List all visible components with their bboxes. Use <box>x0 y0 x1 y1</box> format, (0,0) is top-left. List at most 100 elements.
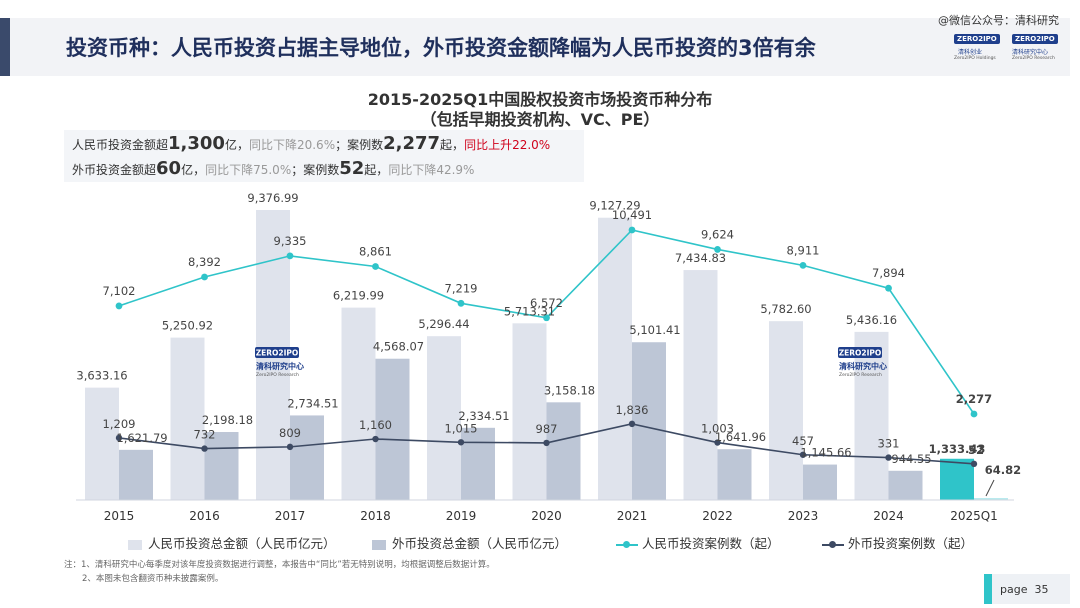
point-fx-cases <box>201 445 208 452</box>
point-rmb-cases <box>970 410 978 418</box>
label-rmb-cases: 8,861 <box>359 245 392 259</box>
bar-fx-amount <box>717 449 752 500</box>
summary-rmb-cases-unit: 起， <box>440 138 465 152</box>
logo-right-en: Zero2IPO Research <box>1012 56 1055 61</box>
label-fx-amount: 64.82 <box>985 463 1021 477</box>
point-fx-cases <box>372 435 379 443</box>
label-fx-cases: 732 <box>194 428 216 442</box>
label-fx-cases: 1,836 <box>616 403 649 417</box>
chart-legend: 人民币投资总金额（人民币亿元） 外币投资总金额（人民币亿元） 人民币投资案例数（… <box>128 533 1008 553</box>
bar-fx-amount <box>290 415 324 500</box>
point-fx-cases <box>543 439 550 447</box>
watermark-en: Zero2IPO Research <box>256 372 299 378</box>
summary-fx-yoy-cases: 同比下降42.9% <box>388 163 475 177</box>
label-rmb-amount: 3,633.16 <box>76 369 127 383</box>
x-tick-label: 2018 <box>360 509 391 523</box>
summary-rmb: 人民币投资金额超1,300亿，同比下降20.6%；案例数2,277起，同比上升2… <box>72 133 550 154</box>
bar-rmb-amount <box>598 217 632 500</box>
label-fx-cases: 1,015 <box>445 421 478 435</box>
label-fx-amount: 5,101.41 <box>629 323 680 337</box>
x-tick-label: 2025Q1 <box>950 509 998 523</box>
point-fx-cases <box>628 420 636 428</box>
page-label: page <box>1000 583 1028 596</box>
point-rmb-cases <box>115 302 123 310</box>
bar-rmb-amount <box>940 458 974 500</box>
legend-swatch <box>372 539 386 550</box>
label-rmb-cases: 2,277 <box>956 392 992 406</box>
summary-fx-amount: 60 <box>156 158 182 179</box>
label-rmb-amount: 9,127.29 <box>589 199 640 213</box>
label-rmb-amount: 5,713.31 <box>504 304 555 318</box>
legend-item-fx-cases: 外币投资案例数（起） <box>822 533 973 552</box>
logo-right-text: 清科研究中心 <box>1012 49 1049 56</box>
label-rmb-amount: 6,219.99 <box>333 289 384 303</box>
watermark-mark: ZERO2IPO <box>839 349 882 358</box>
label-fx-amount: 3,158.18 <box>544 383 595 397</box>
summary-rmb-amount: 1,300 <box>168 133 225 154</box>
x-tick-label: 2023 <box>788 509 819 523</box>
logo-left-en: Zero2IPO Holdings <box>954 56 996 61</box>
label-fx-cases: 987 <box>536 422 558 436</box>
label-rmb-amount: 7,434.83 <box>675 251 726 265</box>
label-rmb-cases: 9,624 <box>701 227 734 241</box>
label-leader-line <box>985 479 995 497</box>
label-rmb-amount: 5,250.92 <box>162 319 213 333</box>
bar-rmb-amount <box>683 270 718 500</box>
line-layer <box>115 226 978 468</box>
label-layer: 3,633.16 1,621.79 5,250.92 2,198.18 9,376.99… <box>76 191 1021 497</box>
point-fx-cases <box>115 434 123 442</box>
point-rmb-cases <box>543 314 550 322</box>
point-rmb-cases <box>885 284 892 292</box>
bar-fx-amount <box>461 427 495 500</box>
bar-rmb-amount <box>170 337 205 500</box>
legend-item-fx-amount: 外币投资总金额（人民币亿元） <box>372 533 567 552</box>
legend-swatch <box>616 540 638 548</box>
bar-rmb-amount <box>769 321 803 500</box>
label-fx-amount: 1,621.79 <box>116 431 167 445</box>
summary-rmb-cases-prefix: ；案例数 <box>335 138 384 152</box>
bar-fx-amount <box>974 497 1008 500</box>
logo-left-text: 清科创业 <box>958 49 983 56</box>
bar-fx-amount <box>375 358 410 500</box>
x-tick-label: 2015 <box>104 509 135 523</box>
point-fx-cases <box>714 439 721 446</box>
page-value: 35 <box>1034 583 1049 596</box>
legend-label: 外币投资案例数（起） <box>848 536 974 551</box>
x-tick-label: 2021 <box>617 509 648 523</box>
summary-rmb-unit: 亿， <box>224 138 249 152</box>
label-rmb-amount: 5,296.44 <box>418 317 469 331</box>
point-fx-cases <box>885 454 892 461</box>
legend-item-rmb-cases: 人民币投资案例数（起） <box>616 533 780 552</box>
summary-fx-cases-prefix: ；案例数 <box>291 163 340 177</box>
point-rmb-cases <box>201 273 208 281</box>
bar-rmb-amount <box>427 336 461 500</box>
label-rmb-cases: 8,911 <box>787 243 820 257</box>
summary-fx-cases-unit: 起， <box>364 163 389 177</box>
bar-fx-amount <box>546 402 581 500</box>
point-fx-cases <box>799 451 807 458</box>
x-axis-ticks: 2015 2016 2017 2018 2019 2020 2021 2022 2023 2024… <box>104 509 998 523</box>
watermark-text: 清科研究中心 <box>839 361 887 371</box>
summary-rmb-cases: 2,277 <box>383 133 441 154</box>
label-rmb-cases: 7,894 <box>872 266 905 280</box>
x-tick-label: 2022 <box>702 509 733 523</box>
summary-fx-unit: 亿， <box>181 163 206 177</box>
label-rmb-cases: 7,102 <box>103 284 136 298</box>
point-rmb-cases <box>286 252 294 260</box>
source-watermark-text: @微信公众号：清科研究 <box>938 14 1059 27</box>
label-fx-cases: 457 <box>792 434 814 448</box>
bar-rmb-amount <box>341 307 376 500</box>
label-fx-cases: 52 <box>968 443 984 457</box>
label-fx-amount: 2,734.51 <box>287 396 338 410</box>
chart-title: 2015-2025Q1中国股权投资市场投资币种分布 <box>367 90 713 109</box>
highlight-summary: 人民币投资金额超1,300亿，同比下降20.6%；案例数2,277起，同比上升2… <box>64 130 584 182</box>
x-tick-label: 2024 <box>873 509 904 523</box>
footnotes: 注：1、清科研究中心每季度对该年度投资数据进行调整，本报告中“同比”若无特别说明… <box>64 558 495 586</box>
logo-mark-right: ZERO2IPO <box>1012 34 1058 44</box>
bar-layer <box>85 210 1008 500</box>
summary-rmb-prefix: 人民币投资金额超 <box>72 138 169 152</box>
title-banner <box>10 18 1070 76</box>
